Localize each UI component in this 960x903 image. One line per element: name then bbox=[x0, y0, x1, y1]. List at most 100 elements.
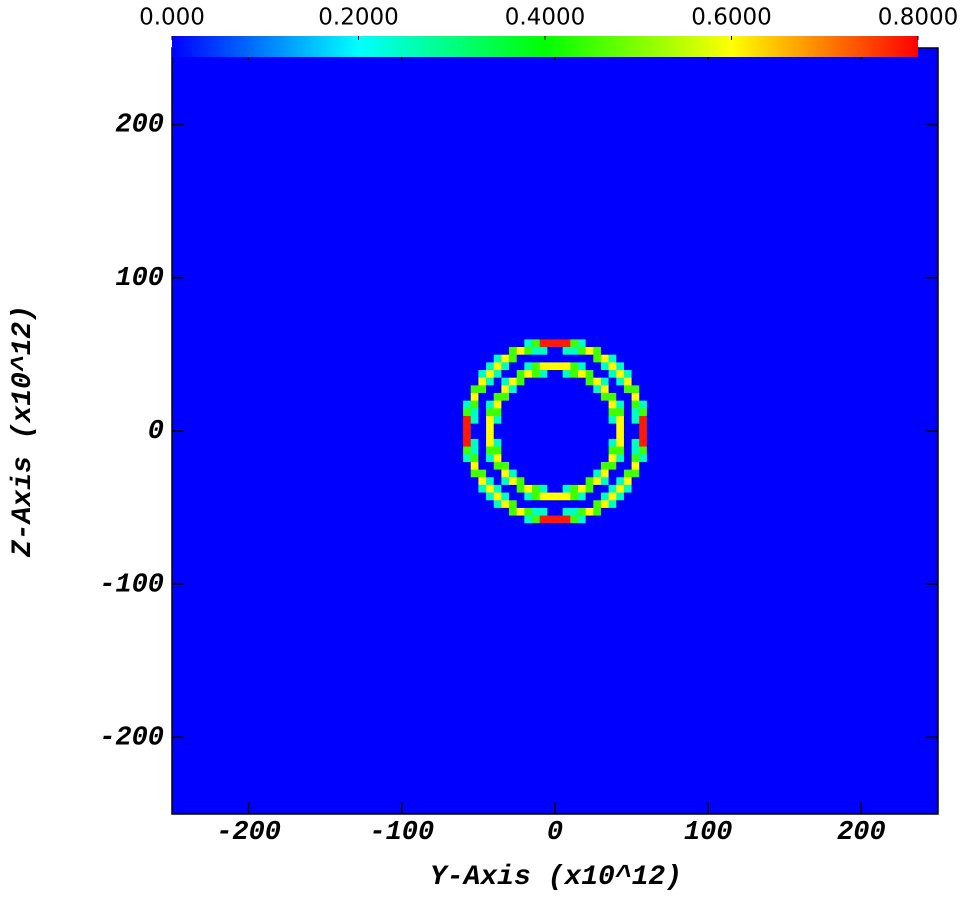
heatmap-cell bbox=[600, 469, 609, 478]
heatmap-cell bbox=[639, 492, 648, 501]
heatmap-cell bbox=[639, 423, 648, 432]
heatmap-cell bbox=[501, 431, 510, 439]
heatmap-cell bbox=[532, 499, 540, 508]
heatmap-cell bbox=[470, 369, 479, 378]
colorbar-tick-label: 0.2000 bbox=[318, 5, 398, 31]
heatmap-cell bbox=[639, 339, 648, 348]
heatmap-cell bbox=[616, 346, 625, 355]
heatmap-cell bbox=[646, 431, 655, 439]
heatmap-cell bbox=[555, 346, 563, 355]
heatmap-cell bbox=[486, 354, 495, 363]
heatmap-cell bbox=[539, 400, 548, 409]
heatmap-cell bbox=[646, 354, 655, 363]
heatmap-cell bbox=[532, 354, 540, 363]
heatmap-cell bbox=[532, 522, 540, 531]
heatmap-cell bbox=[532, 369, 540, 378]
heatmap-cell bbox=[501, 392, 510, 401]
heatmap-cell bbox=[600, 484, 609, 493]
heatmap-cell bbox=[593, 354, 602, 363]
heatmap-cell bbox=[532, 362, 540, 371]
heatmap-cell bbox=[478, 392, 487, 401]
heatmap-cell bbox=[593, 461, 602, 470]
heatmap-cell bbox=[631, 446, 640, 455]
heatmap-cell bbox=[509, 354, 517, 363]
heatmap-cell bbox=[547, 339, 556, 348]
heatmap-cell bbox=[623, 408, 632, 416]
heatmap-cell bbox=[539, 438, 548, 447]
heatmap-cell bbox=[547, 431, 556, 439]
heatmap-cell bbox=[493, 515, 502, 524]
heatmap-cell bbox=[470, 385, 479, 393]
heatmap-cell bbox=[593, 515, 602, 524]
heatmap-cell bbox=[463, 385, 472, 393]
heatmap-cell bbox=[616, 446, 625, 455]
heatmap-cell bbox=[509, 461, 517, 470]
heatmap-cell bbox=[470, 354, 479, 363]
heatmap-cell bbox=[608, 362, 617, 371]
heatmap-cell bbox=[608, 385, 617, 393]
heatmap-cell bbox=[524, 392, 533, 401]
x-tick-label: -100 bbox=[369, 818, 434, 848]
heatmap-cell bbox=[593, 438, 602, 447]
heatmap-cell bbox=[486, 431, 495, 439]
heatmap-cell bbox=[623, 431, 632, 439]
heatmap-cell bbox=[516, 507, 525, 516]
heatmap-cell bbox=[463, 392, 472, 401]
heatmap-cell bbox=[486, 392, 495, 401]
heatmap-cell bbox=[455, 369, 464, 378]
heatmap-cell bbox=[616, 522, 625, 531]
heatmap-cell bbox=[639, 392, 648, 401]
heatmap-cell bbox=[593, 446, 602, 455]
heatmap-cell bbox=[493, 469, 502, 478]
heatmap-cell bbox=[532, 331, 540, 340]
heatmap-cell bbox=[600, 499, 609, 508]
heatmap-cell bbox=[555, 400, 563, 409]
heatmap-cell bbox=[593, 362, 602, 371]
heatmap-cell bbox=[501, 522, 510, 531]
heatmap-cell bbox=[585, 484, 594, 493]
heatmap-cell bbox=[478, 339, 487, 348]
heatmap-cell bbox=[577, 453, 586, 462]
heatmap-cell bbox=[600, 438, 609, 447]
heatmap-cell bbox=[478, 415, 487, 424]
heatmap-cell bbox=[555, 453, 563, 462]
heatmap-cell bbox=[516, 339, 525, 348]
heatmap-cell bbox=[577, 499, 586, 508]
heatmap-cell bbox=[455, 453, 464, 462]
heatmap-cell bbox=[509, 438, 517, 447]
heatmap-cell bbox=[639, 369, 648, 378]
heatmap-cell bbox=[463, 415, 472, 424]
heatmap-cell bbox=[486, 346, 495, 355]
heatmap-cell bbox=[616, 392, 625, 401]
heatmap-cell bbox=[509, 346, 517, 355]
heatmap-cell bbox=[478, 346, 487, 355]
heatmap-cell bbox=[532, 431, 540, 439]
heatmap-cell bbox=[570, 431, 579, 439]
heatmap-cell bbox=[562, 453, 571, 462]
heatmap-cell bbox=[639, 385, 648, 393]
heatmap-cell bbox=[639, 408, 648, 416]
heatmap-cell bbox=[555, 431, 563, 439]
heatmap-cell bbox=[509, 339, 517, 348]
heatmap-cell bbox=[570, 354, 579, 363]
heatmap-cell bbox=[562, 492, 571, 501]
heatmap-cell bbox=[608, 446, 617, 455]
colorbar-tick-label: 0.000 bbox=[139, 5, 205, 31]
heatmap-cell bbox=[570, 453, 579, 462]
heatmap-cell bbox=[486, 484, 495, 493]
heatmap-cell bbox=[478, 423, 487, 432]
heatmap-cell bbox=[623, 469, 632, 478]
colorbar-tick-label: 0.6000 bbox=[691, 5, 771, 31]
heatmap-cell bbox=[455, 415, 464, 424]
heatmap-cell bbox=[623, 446, 632, 455]
heatmap-cell bbox=[478, 492, 487, 501]
heatmap-cell bbox=[524, 453, 533, 462]
heatmap-cell bbox=[547, 369, 556, 378]
heatmap-cell bbox=[631, 362, 640, 371]
heatmap-cell bbox=[631, 392, 640, 401]
heatmap-cell bbox=[532, 476, 540, 485]
heatmap-cell bbox=[524, 515, 533, 524]
heatmap-cell bbox=[509, 431, 517, 439]
heatmap-cell bbox=[493, 354, 502, 363]
heatmap-cell bbox=[555, 484, 563, 493]
